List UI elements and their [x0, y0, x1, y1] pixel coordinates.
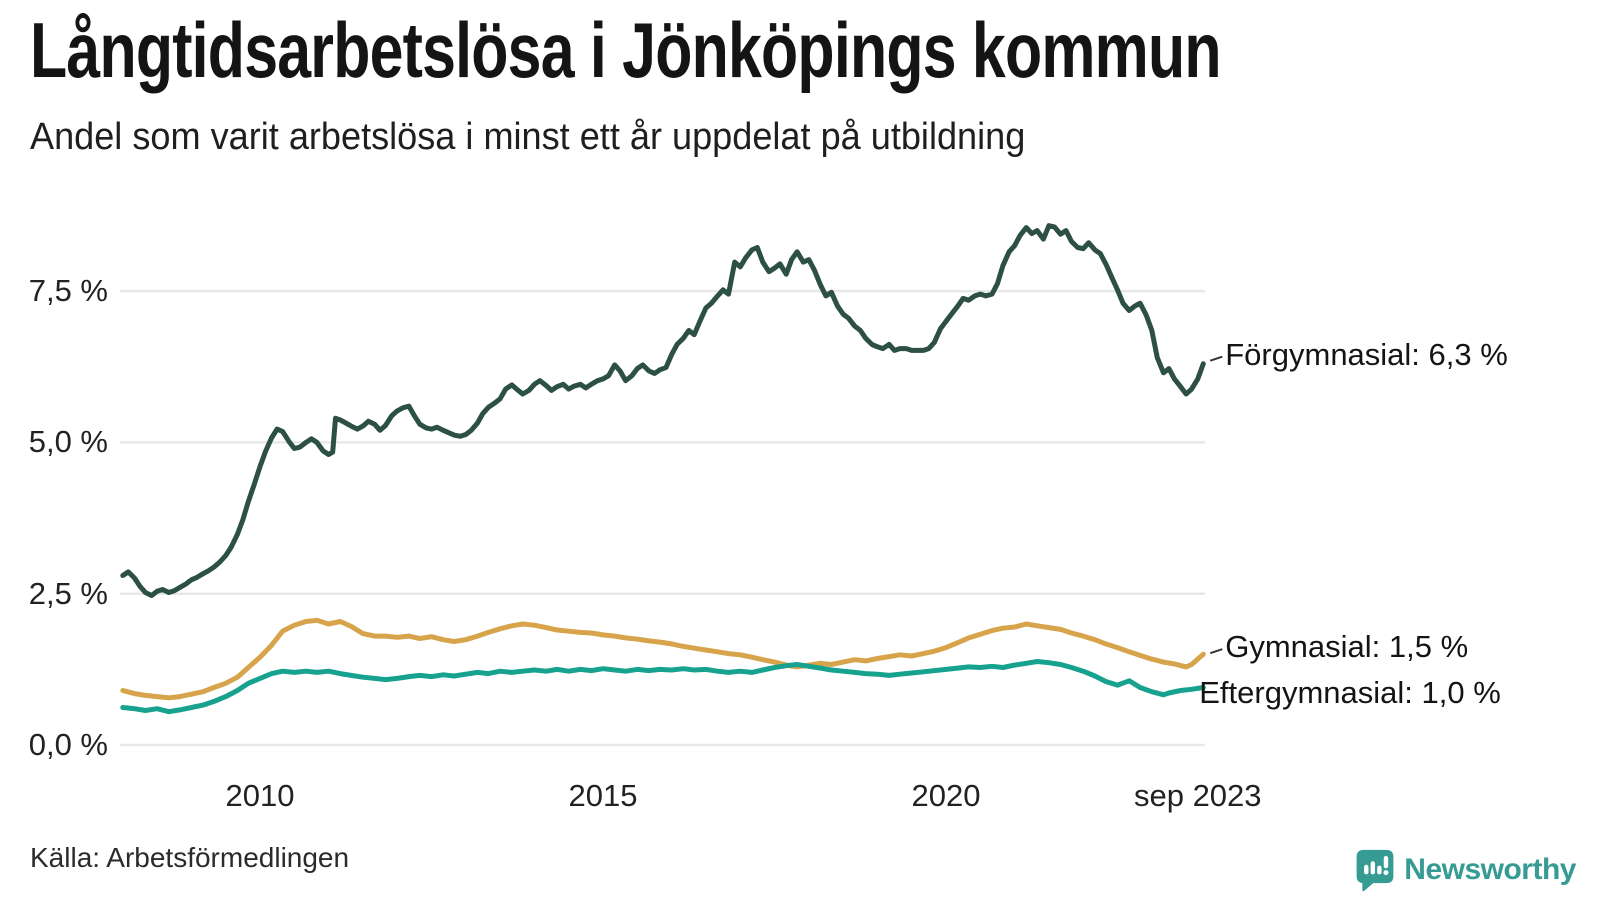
- newsworthy-wordmark: Newsworthy: [1404, 853, 1576, 886]
- series-line-eftergymnasial: [120, 659, 1206, 715]
- series-line-gymnasial: [120, 617, 1206, 701]
- series-end-label-förgymnasial: Förgymnasial: 6,3 %: [1225, 336, 1508, 372]
- label-connector: [1209, 355, 1223, 362]
- source-note: Källa: Arbetsförmedlingen: [30, 842, 350, 873]
- x-axis-tick-label: 2010: [225, 778, 295, 813]
- x-axis-tick-label: sep 2023: [1133, 778, 1262, 813]
- series-end-label-gymnasial: Gymnasial: 1,5 %: [1225, 629, 1469, 665]
- y-axis-tick-label: 7,5 %: [28, 273, 108, 309]
- y-axis-tick-label: 5,0 %: [28, 424, 108, 460]
- series-end-label-eftergymnasial: Eftergymnasial: 1,0 %: [1199, 674, 1501, 710]
- label-connector: [1209, 648, 1223, 655]
- page-title: Långtidsarbetslösa i Jönköpings kommun: [30, 6, 1222, 94]
- newsworthy-logo[interactable]: Newsworthy: [1354, 847, 1576, 893]
- x-axis-tick-label: 2015: [568, 778, 638, 813]
- page-subtitle: Andel som varit arbetslösa i minst ett å…: [30, 116, 1026, 158]
- series-line-förgymnasial: [120, 223, 1206, 598]
- x-axis-tick-label: 2020: [911, 778, 981, 813]
- y-axis-tick-label: 0,0 %: [28, 727, 108, 762]
- newsworthy-icon: [1356, 849, 1394, 892]
- y-axis-tick-label: 2,5 %: [28, 575, 108, 611]
